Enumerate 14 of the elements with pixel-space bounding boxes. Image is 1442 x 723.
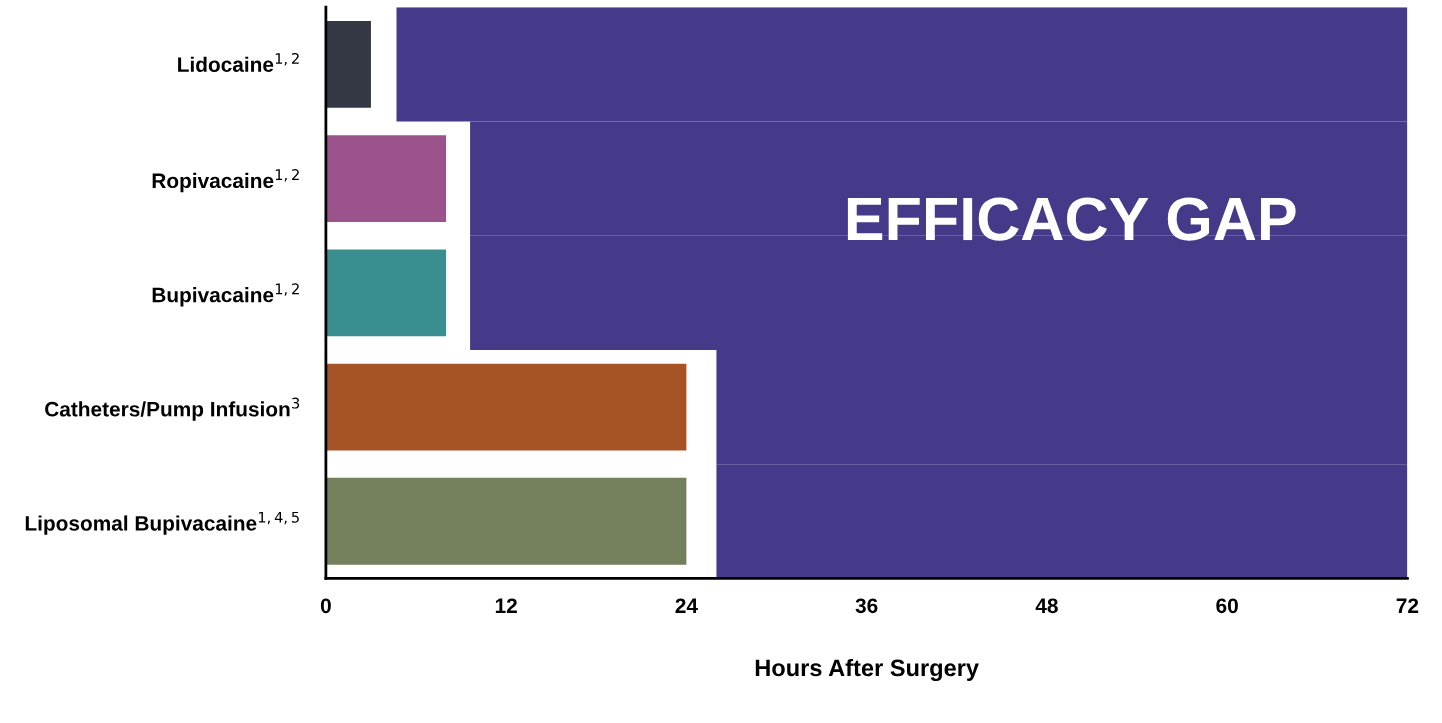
x-tick-label: 60 (1216, 598, 1238, 614)
x-axis-title: Hours After Surgery (755, 658, 979, 682)
x-tick-label: 0 (320, 598, 331, 614)
y-tick-label: Liposomal Bupivacaine$^{1,4,5}$ (25, 511, 299, 535)
x-tick-label: 24 (675, 598, 698, 613)
x-tick-label: 36 (855, 598, 878, 614)
x-tick-label: 72 (1396, 598, 1419, 613)
y-tick-label: Lidocaine$^{1,2}$ (178, 52, 299, 72)
y-tick-label: Bupivacaine$^{1,2}$ (152, 283, 299, 307)
y-tick-label: Catheters/Pump Infusion$^{3}$ (45, 397, 300, 421)
x-tick-label: 48 (1035, 598, 1058, 614)
x-tick-label: 12 (495, 598, 517, 613)
series-label: EFFICACY GAP (847, 197, 1296, 241)
y-tick-label: Ropivacaine$^{1,2}$ (152, 169, 299, 193)
